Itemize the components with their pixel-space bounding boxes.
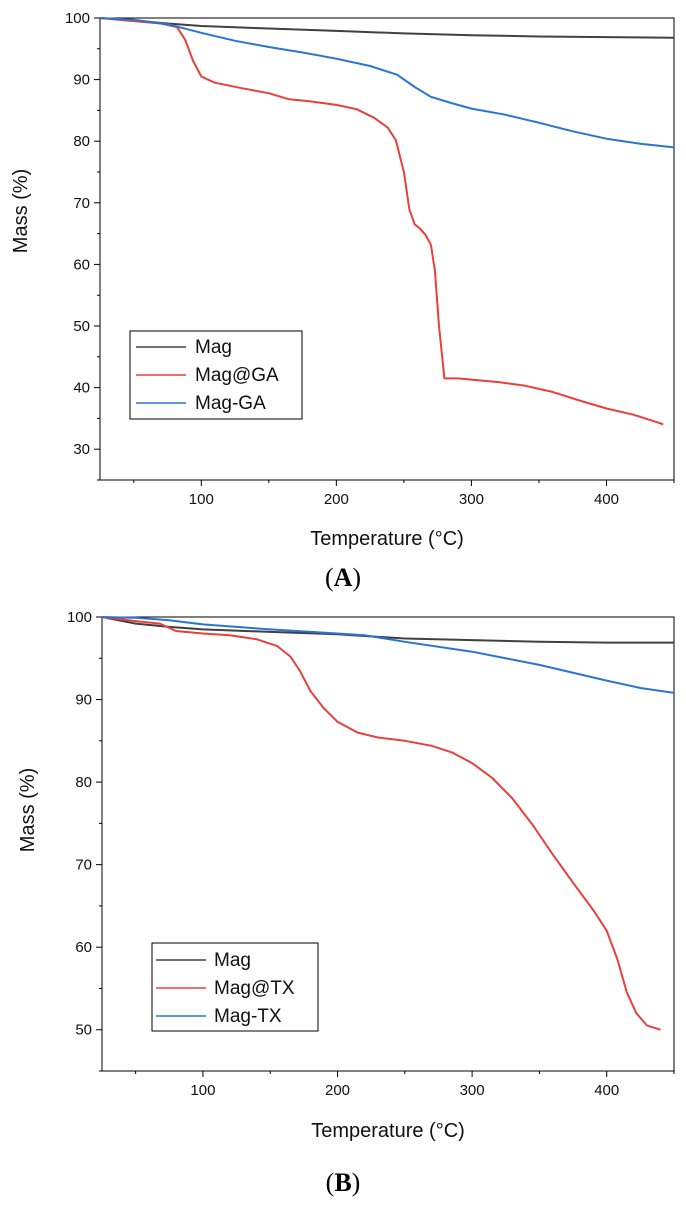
series-line-mag-at-ga bbox=[99, 17, 664, 426]
y-axis-title: Mass (%) bbox=[17, 768, 39, 852]
y-tick-label: 40 bbox=[73, 380, 90, 397]
y-tick-label: 100 bbox=[65, 10, 90, 27]
y-tick-label: 60 bbox=[73, 256, 90, 273]
x-tick-label: 200 bbox=[325, 1082, 350, 1099]
legend-label-mag: Mag bbox=[195, 337, 232, 358]
series-line-mag-ga bbox=[99, 17, 675, 149]
legend-label-mag-ga: Mag-GA bbox=[195, 393, 266, 414]
x-tick-label: 300 bbox=[459, 491, 484, 508]
x-tick-label: 400 bbox=[594, 1082, 619, 1099]
x-tick-label: 200 bbox=[324, 491, 349, 508]
legend: Mag Mag@TX Mag-TX bbox=[151, 942, 319, 1032]
x-axis-title: Temperature (°C) bbox=[310, 528, 464, 550]
x-tick-label: 100 bbox=[189, 491, 214, 508]
series-layer bbox=[99, 17, 675, 426]
legend-label-mag: Mag bbox=[214, 950, 251, 971]
y-tick-label: 80 bbox=[75, 774, 92, 791]
y-tick-label: 80 bbox=[73, 133, 90, 150]
x-tick-label: 400 bbox=[594, 491, 619, 508]
y-axis-ticks: 50 60 70 80 90 100 bbox=[67, 609, 102, 1072]
x-axis-ticks: 100 200 300 400 bbox=[133, 480, 675, 508]
series-line-mag bbox=[99, 17, 675, 39]
y-tick-label: 50 bbox=[75, 1022, 92, 1039]
legend-label-mag-tx: Mag-TX bbox=[214, 1006, 282, 1027]
x-axis-ticks: 100 200 300 400 bbox=[135, 1071, 675, 1099]
x-tick-label: 300 bbox=[460, 1082, 485, 1099]
panel-label-a: (A) bbox=[325, 563, 361, 592]
legend: Mag Mag@GA Mag-GA bbox=[129, 330, 303, 420]
x-axis-title: Temperature (°C) bbox=[311, 1120, 465, 1142]
y-tick-label: 70 bbox=[73, 195, 90, 212]
series-line-mag-tx bbox=[101, 616, 675, 694]
y-tick-label: 90 bbox=[75, 692, 92, 709]
chart-panel-b: 100 200 300 400 50 60 70 80 90 100 Temperature (… bbox=[17, 609, 675, 1197]
chart-panel-a: 100 200 300 400 30 40 50 60 70 80 90 100 Temperatu… bbox=[10, 10, 675, 592]
series-line-mag-at-tx bbox=[101, 616, 661, 1031]
y-tick-label: 90 bbox=[73, 72, 90, 89]
y-tick-label: 70 bbox=[75, 857, 92, 874]
plot-frame bbox=[99, 17, 675, 481]
y-axis-ticks: 30 40 50 60 70 80 90 100 bbox=[65, 10, 100, 481]
legend-label-mag-at-ga: Mag@GA bbox=[195, 365, 279, 386]
legend-label-mag-at-tx: Mag@TX bbox=[214, 978, 295, 999]
panel-label-b: (B) bbox=[326, 1168, 361, 1197]
series-layer bbox=[101, 616, 675, 1031]
y-tick-label: 100 bbox=[67, 609, 92, 626]
y-tick-label: 30 bbox=[73, 441, 90, 458]
plot-frame bbox=[101, 616, 675, 1072]
x-tick-label: 100 bbox=[190, 1082, 215, 1099]
y-tick-label: 50 bbox=[73, 318, 90, 335]
y-tick-label: 60 bbox=[75, 939, 92, 956]
y-axis-title: Mass (%) bbox=[10, 169, 32, 253]
